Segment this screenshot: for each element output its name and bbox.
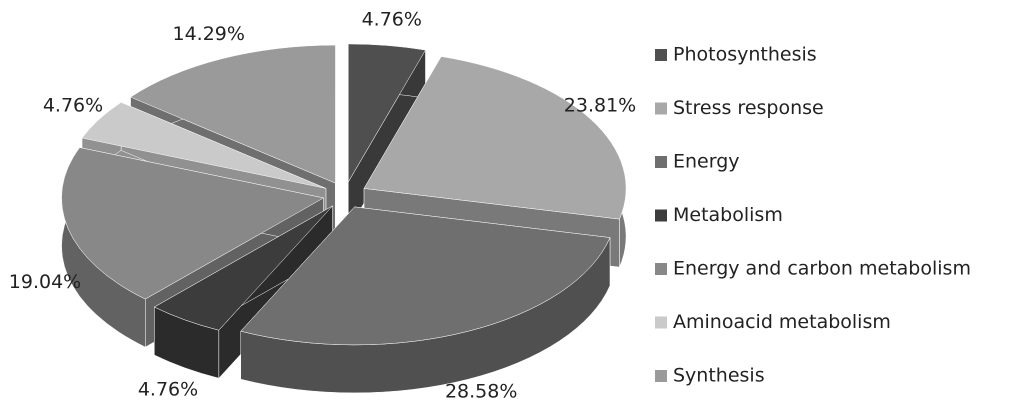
slice-top: [240, 206, 611, 346]
data-label: 4.76%: [43, 95, 103, 117]
slice-top: [130, 44, 336, 184]
data-label: 14.29%: [172, 23, 244, 45]
legend-label: Synthesis: [673, 365, 765, 387]
legend-swatch: [655, 102, 667, 115]
legend-label: Photosynthesis: [673, 44, 817, 66]
legend-label: Aminoacid metabolism: [673, 311, 891, 333]
slice-top: [348, 43, 426, 183]
legend-swatch: [655, 49, 667, 61]
legend-swatch: [655, 370, 667, 382]
legend-label: Metabolism: [673, 204, 783, 226]
data-label: 23.81%: [564, 94, 636, 116]
legend-swatch: [655, 263, 667, 275]
data-label: 28.58%: [445, 381, 517, 403]
data-label: 4.76%: [362, 9, 422, 31]
legend-label: Stress response: [673, 97, 824, 119]
legend-label: Energy: [673, 151, 740, 173]
legend-swatch: [655, 316, 667, 329]
slice: [240, 206, 611, 394]
data-label: 19.04%: [9, 271, 81, 293]
legend-swatch: [655, 156, 667, 168]
data-label: 4.76%: [138, 379, 198, 401]
legend-label: Energy and carbon metabolism: [673, 258, 971, 280]
slice-top: [81, 102, 327, 189]
slice-top: [61, 147, 325, 300]
slice-top: [153, 205, 333, 331]
slice-top: [363, 56, 627, 220]
legend-swatch: [655, 209, 667, 222]
